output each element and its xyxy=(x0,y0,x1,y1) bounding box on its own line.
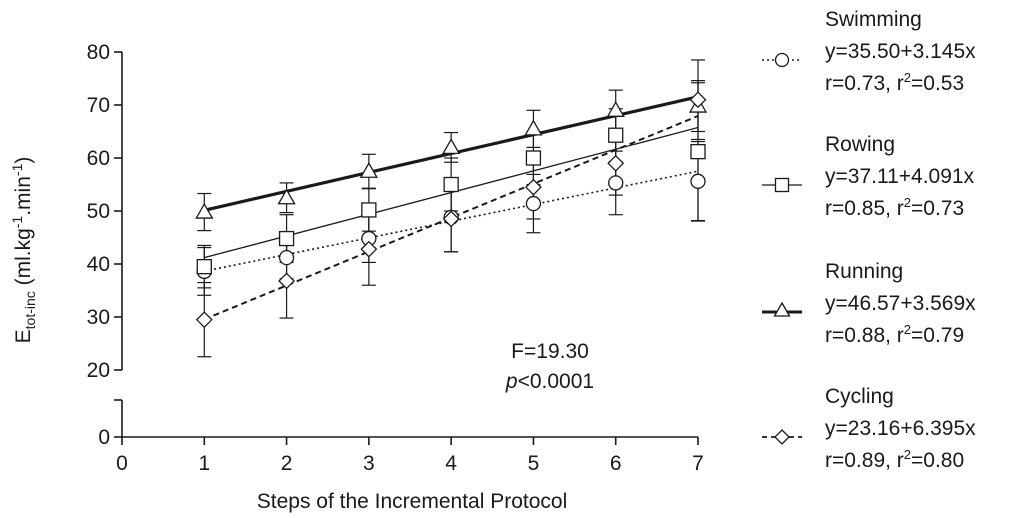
anova-f-stat: F=19.30 xyxy=(460,340,640,364)
legend-running-r: r=0.88, r2=0.79 xyxy=(825,324,964,348)
y-tick-label: 70 xyxy=(87,94,110,117)
legend-swimming-r: r=0.73, r2=0.53 xyxy=(825,72,964,96)
data-point-running xyxy=(525,121,541,135)
y-tick-label: 30 xyxy=(87,306,110,329)
data-point-cycling xyxy=(691,92,706,107)
data-point-swimming xyxy=(609,176,623,190)
data-point-rowing xyxy=(609,128,623,142)
y-tick-label: 40 xyxy=(87,253,110,276)
legend-running-name: Running xyxy=(825,260,903,284)
data-point-running xyxy=(443,139,459,153)
legend-swimming-name: Swimming xyxy=(825,8,922,32)
data-point-cycling xyxy=(279,273,294,288)
anova-p-value: p<0.0001 xyxy=(460,370,640,394)
data-point-running xyxy=(196,204,212,218)
y-tick-label: 60 xyxy=(87,147,110,170)
legend-rowing-equation: y=37.11+4.091x xyxy=(825,165,974,189)
legend-running-equation: y=46.57+3.569x xyxy=(825,292,976,316)
legend-rowing-name: Rowing xyxy=(825,133,895,157)
data-point-rowing xyxy=(526,151,540,165)
x-tick-label: 7 xyxy=(692,452,704,475)
y-tick-label: 20 xyxy=(87,359,110,382)
x-tick-label: 4 xyxy=(445,452,457,475)
legend-rowing-swatch xyxy=(760,173,820,197)
y-tick-label: 80 xyxy=(87,41,110,64)
legend-cycling-r: r=0.89, r2=0.80 xyxy=(825,449,964,473)
x-tick-label: 5 xyxy=(528,452,540,475)
data-point-swimming xyxy=(280,251,294,265)
data-point-swimming xyxy=(526,197,540,211)
x-tick-label: 1 xyxy=(198,452,210,475)
y-tick-label: 50 xyxy=(87,200,110,223)
x-axis-label: Steps of the Incremental Protocol xyxy=(257,490,568,513)
data-point-cycling xyxy=(608,156,623,171)
legend-swimming-swatch xyxy=(760,48,820,72)
y-axis-label: Etot-inc (ml.kg-1.min-1) xyxy=(5,120,45,380)
legend-rowing-r: r=0.85, r2=0.73 xyxy=(825,197,964,221)
x-tick-label: 6 xyxy=(610,452,622,475)
legend-running-swatch xyxy=(760,298,820,322)
data-point-rowing xyxy=(444,178,458,192)
legend-cycling-name: Cycling xyxy=(825,385,894,409)
data-point-rowing xyxy=(362,203,376,217)
x-tick-label: 3 xyxy=(363,452,375,475)
legend-cycling-swatch xyxy=(760,425,820,449)
y-tick-label: 0 xyxy=(98,426,110,449)
x-tick-label: 2 xyxy=(281,452,293,475)
data-point-cycling xyxy=(197,312,212,327)
data-point-swimming xyxy=(691,174,705,188)
data-point-rowing xyxy=(197,260,211,274)
data-point-rowing xyxy=(280,232,294,246)
x-tick-label: 0 xyxy=(116,452,128,475)
data-point-rowing xyxy=(691,145,705,159)
legend-swimming-equation: y=35.50+3.145x xyxy=(825,40,976,64)
legend-cycling-equation: y=23.16+6.395x xyxy=(825,417,976,441)
